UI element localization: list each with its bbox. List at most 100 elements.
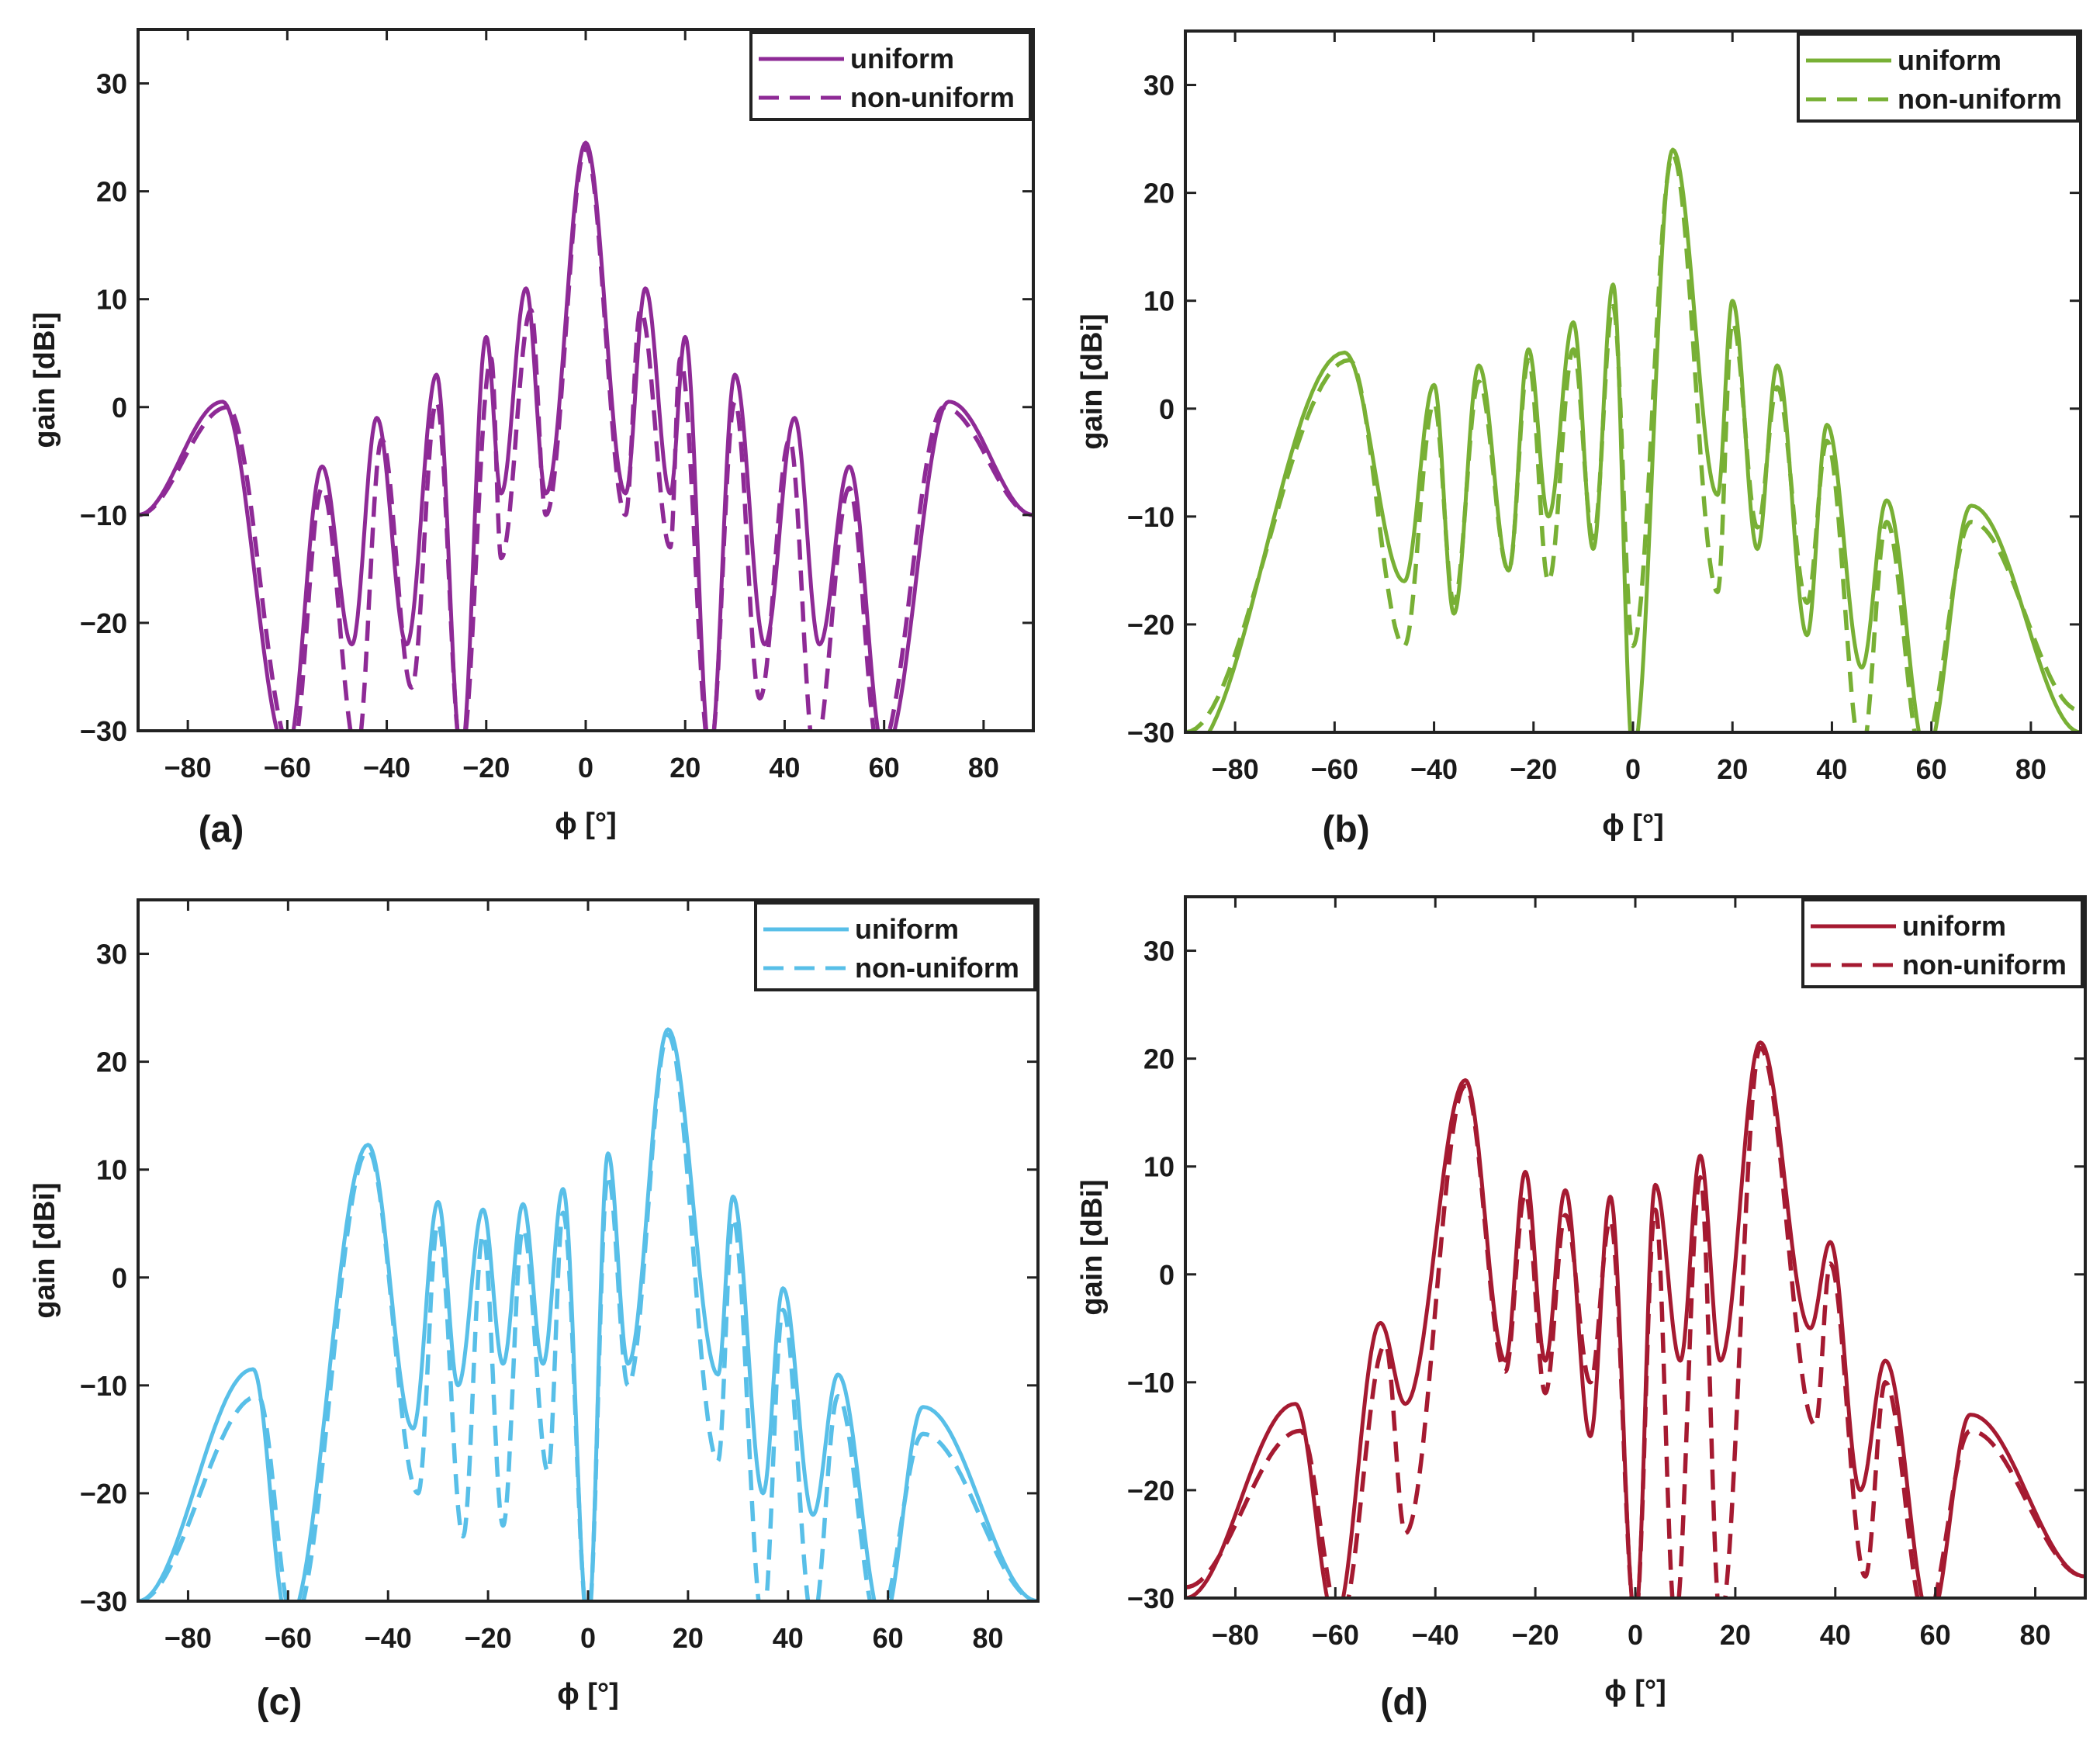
axes-box [1184,895,2087,1600]
series-uniform-line [1185,1040,2085,1598]
y-tick-label: −10 [1127,1367,1175,1399]
y-tick-label: 10 [1143,1151,1175,1183]
x-tick-label: 0 [1628,1619,1643,1651]
chart-panel-0: −80 −60 −40 −20 0 20 40 60 80 −30 −20 −10 0 10 20 30 ϕ [… [29,28,1035,850]
legend-label-uniform: uniform [1898,44,2001,76]
legend: uniform non-uniform [754,901,1036,991]
panel-label: (b) [1322,809,1369,850]
x-tick-label: −40 [365,1622,412,1654]
y-tick-label: 30 [96,939,127,970]
chart-panel-2: −80 −60 −40 −20 0 20 40 60 80 −30 −20 −10 0 10 20 30 ϕ [… [29,898,1040,1723]
panel-label: (c) [257,1682,303,1723]
x-axis-label: ϕ [°] [555,808,617,840]
series-uniform-line [138,1027,1038,1601]
legend-label-non-uniform: non-uniform [1898,83,2062,115]
y-tick-label: 20 [96,176,127,208]
x-tick-label: 0 [1625,753,1641,785]
x-tick-label: 40 [1820,1619,1851,1651]
x-tick-label: −20 [1512,1619,1559,1651]
y-tick-label: 10 [96,1154,127,1186]
x-tick-label: −60 [1312,1619,1359,1651]
x-tick-label: −60 [1311,753,1358,785]
x-tick-label: −60 [264,752,311,784]
x-tick-label: 60 [869,752,900,784]
y-tick-label: −10 [1127,501,1175,533]
panel-label: (a) [199,809,244,850]
x-tick-label: −80 [1212,1619,1259,1651]
series-non-uniform-line [138,146,1033,731]
legend-label-uniform: uniform [855,913,959,945]
y-tick-label: −30 [80,715,127,747]
x-tick-label: −20 [1510,753,1557,785]
legend-label-non-uniform: non-uniform [855,952,1019,984]
legend: uniform non-uniform [749,31,1032,121]
x-tick-label: 0 [578,752,593,784]
y-tick-label: 30 [1143,936,1175,967]
x-tick-label: 80 [968,752,999,784]
y-tick-label: 0 [1159,1259,1175,1291]
x-tick-label: 40 [773,1622,804,1654]
x-tick-label: −20 [465,1622,512,1654]
legend: uniform non-uniform [1797,33,2079,123]
series-non-uniform-line [138,1033,1038,1601]
y-tick-label: 10 [96,284,127,316]
x-tick-label: 0 [580,1622,596,1654]
series-uniform-line [1206,147,2081,732]
chart-panel-3: −80 −60 −40 −20 0 20 40 60 80 −30 −20 −10 0 10 20 30 ϕ [… [1076,895,2087,1723]
x-tick-label: −80 [1212,753,1259,785]
x-tick-label: −80 [164,752,212,784]
x-tick-label: 40 [769,752,800,784]
y-axis-label: gain [dBi] [1076,313,1109,449]
y-tick-label: 0 [112,1262,127,1294]
y-axis-label: gain [dBi] [29,1182,61,1318]
legend-box [1797,33,2079,123]
x-tick-label: 40 [1816,753,1847,785]
legend-box [754,901,1036,991]
x-tick-label: 20 [1720,1619,1751,1651]
x-tick-label: 60 [1916,753,1947,785]
y-tick-label: −30 [1127,1583,1175,1614]
x-tick-label: −80 [164,1622,212,1654]
y-tick-label: −10 [80,1370,127,1402]
y-tick-label: −30 [1127,717,1175,749]
y-tick-label: −20 [1127,609,1175,641]
y-tick-label: −20 [80,1478,127,1510]
y-tick-label: −20 [80,607,127,639]
x-axis-label: ϕ [°] [1602,809,1664,842]
panel-label: (d) [1380,1682,1427,1723]
y-tick-label: 20 [1143,1043,1175,1075]
axes-box [137,28,1035,732]
y-tick-label: 20 [1143,178,1175,209]
y-tick-label: −10 [80,500,127,531]
y-tick-label: 30 [1143,70,1175,102]
legend-label-non-uniform: non-uniform [1902,949,2067,981]
x-tick-label: −40 [1412,1619,1459,1651]
x-tick-label: −40 [1410,753,1458,785]
y-tick-label: 30 [96,68,127,100]
legend-label-uniform: uniform [1902,910,2006,942]
y-tick-label: 0 [1159,393,1175,425]
y-tick-label: 0 [112,392,127,424]
x-tick-label: 20 [1717,753,1748,785]
legend-label-non-uniform: non-uniform [850,81,1015,113]
y-tick-label: −20 [1127,1475,1175,1507]
y-tick-label: 20 [96,1046,127,1078]
x-axis-label: ϕ [°] [1604,1675,1666,1707]
x-tick-label: 80 [973,1622,1004,1654]
x-tick-label: 80 [2015,753,2046,785]
legend-box [749,31,1032,121]
y-tick-label: 10 [1143,285,1175,317]
x-tick-label: −60 [265,1622,312,1654]
legend-label-uniform: uniform [850,43,954,74]
series-non-uniform-line [1185,153,2081,732]
y-axis-label: gain [dBi] [29,312,61,448]
series-non-uniform-line [1185,1045,2085,1598]
x-tick-label: 80 [2020,1619,2051,1651]
x-tick-label: 20 [673,1622,704,1654]
x-tick-label: 60 [1920,1619,1951,1651]
y-tick-label: −30 [80,1586,127,1617]
x-tick-label: 60 [873,1622,904,1654]
x-tick-label: −40 [363,752,410,784]
x-tick-label: −20 [462,752,510,784]
